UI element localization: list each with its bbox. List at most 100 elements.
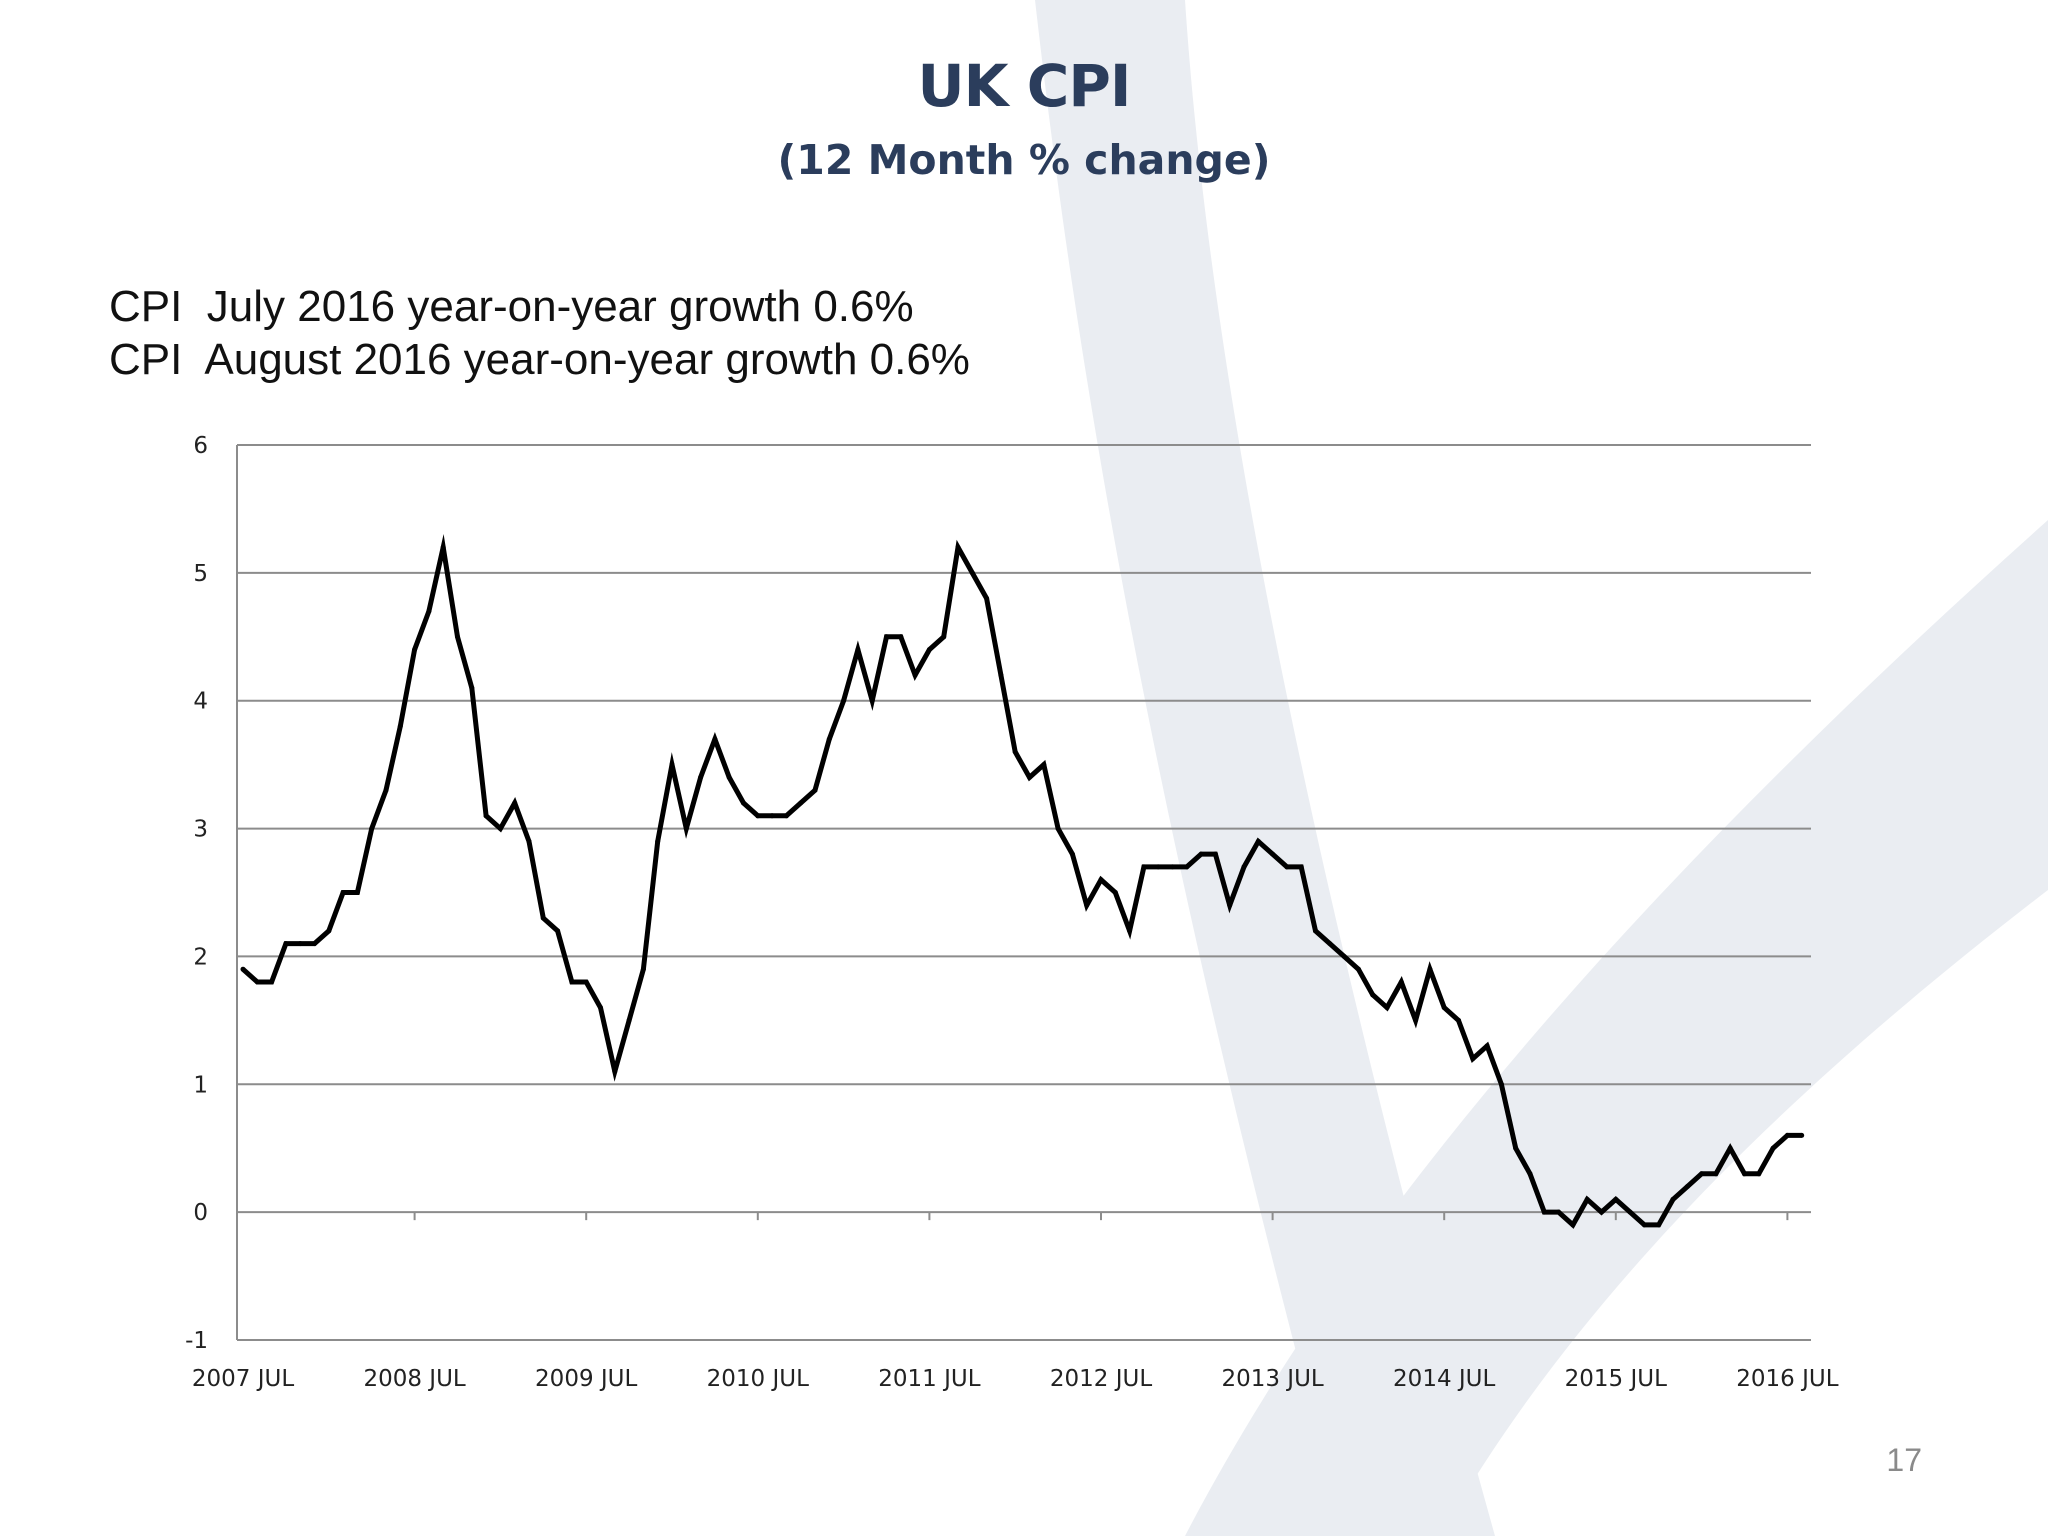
watermark-stroke-left <box>1035 0 1495 1536</box>
data-point <box>998 672 1004 678</box>
data-point <box>1513 1145 1519 1151</box>
y-tick-label: 4 <box>193 689 208 715</box>
data-point <box>1313 928 1318 934</box>
data-point <box>1627 1209 1633 1215</box>
data-point <box>412 647 418 653</box>
data-point <box>1170 864 1175 870</box>
data-point <box>469 685 475 691</box>
data-point <box>397 723 403 729</box>
data-point <box>1756 1171 1762 1177</box>
slide-title: UK CPI <box>917 52 1132 120</box>
data-point <box>755 813 761 819</box>
data-point <box>869 698 875 704</box>
x-tick-label: 2012 JUL <box>1050 1366 1152 1392</box>
data-point <box>569 979 575 985</box>
y-tick-label: 2 <box>193 944 208 970</box>
data-point <box>1098 877 1104 883</box>
data-point <box>1556 1209 1562 1215</box>
data-point <box>1527 1171 1533 1177</box>
data-point <box>1384 1005 1390 1011</box>
data-point <box>1613 1196 1619 1202</box>
y-tick-label: 0 <box>193 1200 208 1226</box>
data-point <box>1212 851 1218 857</box>
y-tick-label: 5 <box>193 561 208 587</box>
x-tick-label: 2011 JUL <box>878 1366 980 1392</box>
data-point <box>1355 966 1361 972</box>
data-point <box>1584 1196 1590 1202</box>
data-point <box>640 966 646 972</box>
data-point <box>1484 1043 1490 1049</box>
data-point <box>898 634 904 640</box>
data-point <box>526 838 532 844</box>
data-point <box>1742 1171 1747 1177</box>
page-number: 17 <box>1886 1442 1922 1478</box>
cpi-series-line <box>241 534 1802 1229</box>
data-point <box>612 1069 618 1074</box>
data-point <box>1270 851 1276 857</box>
data-point <box>1198 851 1204 857</box>
y-tick-label: 3 <box>193 817 208 843</box>
x-tick-label: 2009 JUL <box>535 1366 637 1392</box>
data-point <box>1641 1222 1647 1228</box>
data-point <box>1341 953 1347 959</box>
data-point <box>1298 864 1304 870</box>
data-point <box>598 1005 603 1011</box>
data-point <box>1069 851 1075 857</box>
data-point <box>955 544 961 550</box>
data-point <box>655 838 661 844</box>
data-point <box>1570 1222 1576 1228</box>
data-point <box>1112 890 1118 895</box>
data-point <box>1498 1081 1504 1087</box>
data-point <box>512 800 518 806</box>
data-point <box>583 979 589 985</box>
x-tick-label: 2016 JUL <box>1736 1366 1838 1392</box>
data-point <box>798 800 804 806</box>
data-point <box>926 647 932 653</box>
x-tick-labels: 2007 JUL 2008 JUL 2009 JUL 2010 JUL 2011 JUL… <box>192 1366 1839 1392</box>
data-point <box>1470 1056 1476 1062</box>
data-point <box>698 774 704 780</box>
data-point <box>240 966 246 972</box>
data-point <box>1241 864 1247 870</box>
axes <box>236 445 1811 1341</box>
y-tick-label: 1 <box>193 1072 208 1098</box>
data-point <box>455 634 460 640</box>
data-point <box>783 813 789 819</box>
data-point <box>326 928 332 934</box>
data-point <box>1684 1184 1690 1190</box>
data-point <box>340 890 346 895</box>
data-point <box>540 915 546 921</box>
watermark-stroke-right <box>1185 520 2048 1536</box>
data-point <box>826 736 832 742</box>
data-point <box>283 941 289 947</box>
data-point <box>1656 1222 1662 1228</box>
data-point <box>1155 864 1161 870</box>
x-tick-label: 2008 JUL <box>363 1366 465 1392</box>
data-point <box>912 672 918 678</box>
y-tick-label: 6 <box>193 433 208 459</box>
data-point <box>383 787 389 793</box>
series-layer <box>240 534 1805 1229</box>
data-point <box>354 890 360 895</box>
data-point <box>669 762 675 768</box>
x-tick-label: 2010 JUL <box>707 1366 809 1392</box>
data-point <box>712 736 718 742</box>
cpi-august-note: CPI August 2016 year-on-year growth 0.6% <box>109 335 970 384</box>
data-point <box>626 1017 632 1023</box>
data-point <box>555 928 561 934</box>
data-point <box>941 634 947 640</box>
data-point <box>969 570 975 576</box>
data-point <box>769 813 775 819</box>
data-point <box>497 826 503 832</box>
data-point <box>1084 902 1090 908</box>
x-tick-label: 2015 JUL <box>1565 1366 1667 1392</box>
x-tick-label: 2014 JUL <box>1393 1366 1495 1392</box>
data-point <box>1184 864 1190 870</box>
data-point <box>1456 1017 1461 1023</box>
data-point <box>1284 864 1290 870</box>
data-point <box>297 941 303 947</box>
data-point <box>1055 826 1061 832</box>
data-point <box>741 800 746 806</box>
